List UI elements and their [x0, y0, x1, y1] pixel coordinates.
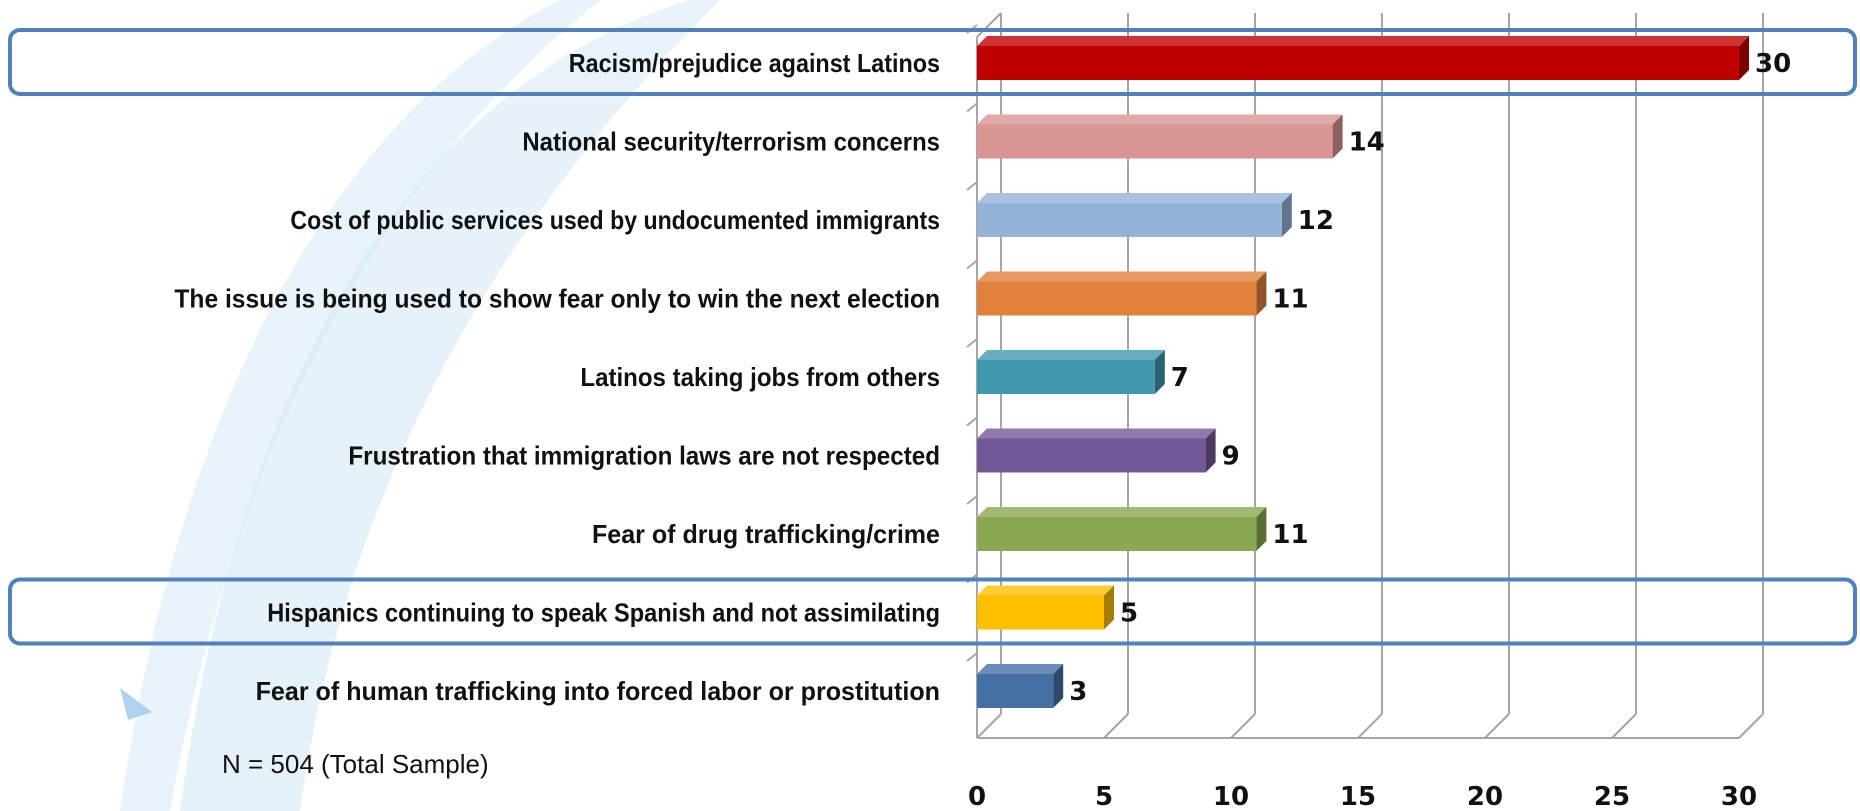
floor-line: [976, 713, 1002, 739]
bar: [977, 193, 1292, 237]
value-label: 7: [1171, 363, 1189, 393]
bar: [977, 114, 1343, 159]
bar-top: [977, 36, 1749, 46]
category-divider: [966, 495, 978, 505]
floor-line: [1230, 713, 1256, 739]
bar-end: [1739, 36, 1749, 80]
category-label: Racism/prejudice against Latinos: [569, 48, 940, 78]
value-label: 11: [1272, 285, 1308, 315]
category-label: Hispanics continuing to speak Spanish an…: [267, 598, 940, 628]
x-tick-label: 20: [1467, 782, 1503, 811]
value-label: 3: [1069, 677, 1087, 707]
bar-end: [1104, 585, 1114, 630]
category-label: National security/terrorism concerns: [522, 127, 940, 157]
category-label: Fear of drug trafficking/crime: [592, 519, 940, 549]
value-label: 5: [1120, 599, 1138, 629]
bar: [977, 36, 1749, 80]
category-divider: [966, 416, 978, 427]
category-labels: Racism/prejudice against Latinos National…: [174, 48, 940, 706]
bar-end: [1281, 193, 1292, 237]
bar: [977, 664, 1064, 708]
value-label: 30: [1755, 49, 1791, 79]
bar: [977, 271, 1267, 316]
bar-top: [977, 271, 1267, 282]
value-label: 11: [1272, 520, 1308, 550]
category-label: The issue is being used to show fear onl…: [174, 284, 940, 314]
bar-end: [1205, 428, 1216, 473]
category-divider: [966, 652, 978, 662]
bar-end: [1053, 664, 1064, 708]
background-watermark: [120, 0, 720, 811]
bar-end: [1256, 507, 1267, 551]
value-label: 9: [1222, 442, 1240, 472]
bar-front: [977, 438, 1206, 473]
bar-front: [977, 360, 1155, 394]
value-labels: 30 14 12 11 7 9 11 5 3: [1069, 49, 1791, 707]
x-tick-label: 15: [1340, 782, 1376, 811]
floor-line: [1103, 713, 1129, 739]
category-label: Latinos taking jobs from others: [580, 362, 940, 392]
bar-front: [977, 124, 1333, 159]
category-divider: [966, 259, 978, 270]
bar-end: [1256, 271, 1267, 316]
category-label: Cost of public services used by undocume…: [290, 205, 940, 235]
x-tick-label: 25: [1594, 782, 1630, 811]
x-tick-label: 5: [1095, 782, 1113, 811]
value-label: 12: [1298, 206, 1334, 236]
bar-front: [977, 46, 1739, 80]
bar-front: [977, 517, 1257, 551]
bar-top: [977, 428, 1216, 439]
bar: [977, 350, 1165, 394]
bar-top: [977, 193, 1292, 203]
category-divider: [966, 338, 978, 348]
sample-size-note: N = 504 (Total Sample): [222, 749, 489, 779]
bar-front: [977, 595, 1104, 630]
x-tick-label: 0: [968, 782, 986, 811]
bar-end: [1332, 114, 1343, 159]
category-divider: [966, 102, 978, 113]
bar-top: [977, 585, 1114, 596]
bar: [977, 428, 1216, 473]
bar-top: [977, 114, 1343, 125]
highlight-box: [8, 28, 1857, 96]
category-label: Fear of human trafficking into forced la…: [256, 676, 940, 706]
bar-end: [1154, 350, 1165, 394]
highlight-boxes: [8, 28, 1857, 646]
highlight-box: [8, 577, 1857, 646]
x-tick-label: 10: [1213, 782, 1249, 811]
bar-top: [977, 664, 1064, 674]
category-label: Frustration that immigration laws are no…: [348, 441, 940, 471]
bar-top: [977, 350, 1165, 360]
bar-front: [977, 674, 1054, 708]
bar-top: [977, 507, 1267, 517]
value-label: 14: [1349, 128, 1385, 158]
floor-line: [1357, 713, 1383, 739]
x-tick-label: 30: [1721, 782, 1757, 811]
bar: [977, 585, 1114, 630]
bar-front: [977, 203, 1282, 237]
bar-front: [977, 281, 1257, 316]
wall-edge: [976, 12, 1002, 38]
floor-line: [1738, 713, 1764, 739]
floor-line: [1611, 713, 1637, 739]
bar: [977, 507, 1267, 551]
floor-line: [1484, 713, 1510, 739]
bar-series: [977, 36, 1749, 708]
x-axis-tick-labels: 0 5 10 15 20 25 30: [968, 782, 1757, 811]
category-divider: [966, 181, 978, 191]
